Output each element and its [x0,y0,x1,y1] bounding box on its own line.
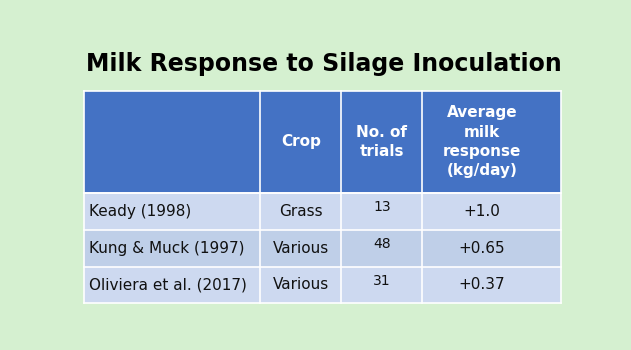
Text: Various: Various [273,278,329,293]
Text: 31: 31 [373,274,391,288]
Text: Grass: Grass [279,204,322,219]
Bar [84,91,560,193]
Text: Milk Response to Silage Inoculation: Milk Response to Silage Inoculation [86,51,561,76]
Text: Kung & Muck (1997): Kung & Muck (1997) [88,240,244,256]
Bar [84,193,560,230]
Text: 48: 48 [373,237,391,251]
Text: Average
milk
response
(kg/day): Average milk response (kg/day) [443,105,521,178]
Text: Oliviera et al. (2017): Oliviera et al. (2017) [88,278,247,293]
Text: Various: Various [273,240,329,256]
Text: Keady (1998): Keady (1998) [88,204,191,219]
Text: +1.0: +1.0 [463,204,500,219]
Text: No. of
trials: No. of trials [357,125,407,159]
Text: +0.65: +0.65 [459,240,505,256]
Text: Crop: Crop [281,134,321,149]
Text: +0.37: +0.37 [459,278,505,293]
Bar [84,266,560,303]
Bar [84,230,560,266]
Text: 13: 13 [373,200,391,214]
